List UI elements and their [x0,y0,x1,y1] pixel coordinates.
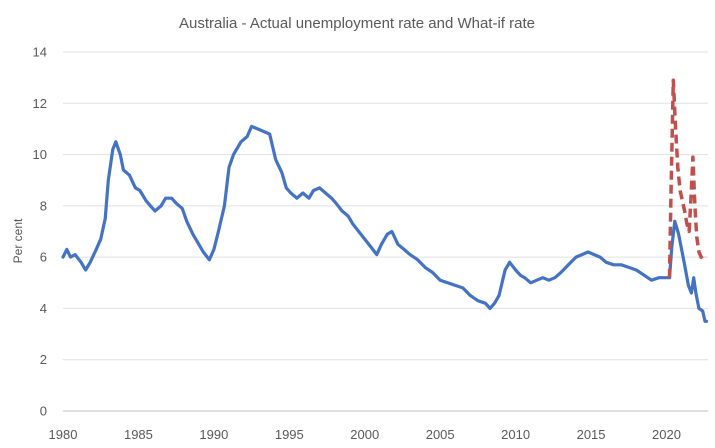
y-tick-label: 10 [33,147,47,162]
x-tick-labels: 1980 1985 1990 1995 2000 2005 2010 2015 2020 [49,427,681,442]
series-lines [61,78,709,323]
x-tick-label: 2015 [577,427,606,442]
x-tick-label: 1995 [275,427,304,442]
x-tick-label: 2000 [350,427,379,442]
x-tick-label: 2005 [426,427,455,442]
actual-rate-line [61,124,709,323]
gridlines [63,51,708,412]
y-axis-label: Per cent [11,218,25,263]
x-tick-label: 2020 [652,427,681,442]
y-tick-label: 8 [40,198,47,213]
x-tick-label: 2010 [501,427,530,442]
y-tick-label: 4 [40,301,47,316]
y-tick-label: 2 [40,352,47,367]
y-tick-labels: 0 2 4 6 8 10 12 14 [33,45,47,419]
y-tick-label: 14 [33,45,47,60]
chart-title: Australia - Actual unemployment rate and… [179,15,535,32]
x-tick-label: 1990 [199,427,228,442]
y-tick-label: 6 [40,250,47,265]
what-if-rate-line [667,78,708,278]
y-tick-label: 0 [40,404,47,419]
x-tick-label: 1980 [49,427,78,442]
y-tick-label: 12 [33,96,47,111]
x-tick-label: 1985 [124,427,153,442]
